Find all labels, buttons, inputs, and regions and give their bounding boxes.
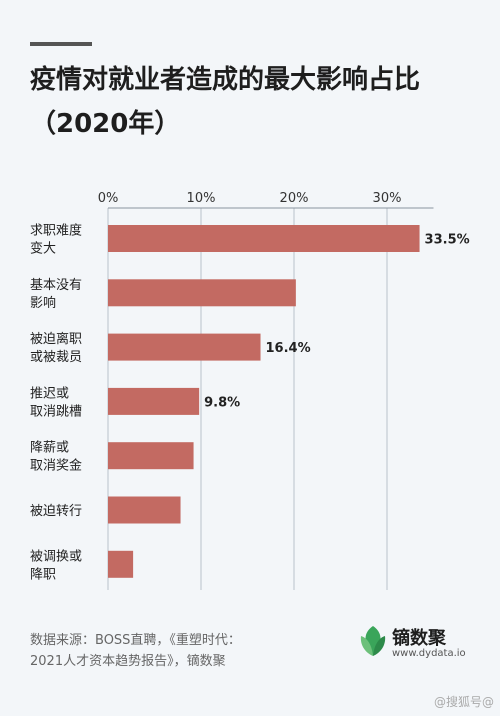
- bar: [108, 225, 420, 252]
- chart-category-labels: 求职难度变大基本没有影响被迫离职或被裁员推迟或取消跳槽降薪或取消奖金被迫转行被调…: [30, 223, 82, 583]
- bar: [108, 442, 194, 470]
- bar: [108, 550, 134, 578]
- category-label: 降薪或: [30, 441, 69, 456]
- category-label: 影响: [30, 295, 56, 311]
- tick-label: 10%: [187, 191, 216, 206]
- data-label: 9.8%: [204, 395, 240, 410]
- title-accent-bar: [30, 42, 92, 46]
- data-source: 数据来源：BOSS直聘，《重塑时代： 2021人才资本趋势报告》，镝数聚: [30, 630, 310, 672]
- chart-bars: [108, 225, 420, 578]
- bar: [108, 333, 261, 361]
- category-label: 推迟或: [30, 386, 69, 401]
- chart-ticks: 0% 10% 20% 30%: [98, 191, 402, 206]
- category-label: 降职: [30, 567, 56, 582]
- data-label: 16.4%: [266, 341, 311, 356]
- category-label: 基本没有: [30, 278, 82, 293]
- bar: [108, 279, 296, 307]
- bar: [108, 496, 181, 524]
- tick-label: 0%: [98, 191, 119, 206]
- category-label: 求职难度: [30, 223, 82, 239]
- category-label: 取消奖金: [30, 458, 82, 474]
- bar-chart: 0% 10% 20% 30% 求职难度变大基本没有影响被迫离职或被裁员推迟或取消跳槽降…: [30, 191, 470, 590]
- category-label: 取消跳槽: [30, 404, 82, 419]
- chart-grid: [107, 207, 434, 590]
- data-label: 33.5%: [425, 233, 470, 248]
- category-label: 被迫转行: [30, 504, 82, 519]
- category-label: 或被裁员: [30, 349, 82, 365]
- watermark: @搜狐号@: [433, 695, 494, 709]
- chart-value-labels: 33.5% 16.4% 9.8%: [204, 233, 470, 411]
- source-line-1: 数据来源：BOSS直聘，《重塑时代：: [30, 633, 241, 648]
- category-label: 被调换或: [30, 549, 82, 564]
- tick-label: 30%: [373, 191, 402, 206]
- page-title: 疫情对就业者造成的最大影响占比（2020年）: [30, 65, 421, 139]
- bar: [108, 387, 200, 415]
- brand-logo: 镝数聚 www.dydata.io: [358, 624, 478, 664]
- tick-label: 20%: [280, 191, 309, 206]
- source-line-2: 2021人才资本趋势报告》，镝数聚: [30, 654, 226, 669]
- brand-name: 镝数聚: [392, 628, 446, 649]
- category-label: 变大: [30, 241, 56, 257]
- brand-url: www.dydata.io: [392, 648, 466, 659]
- leaf-logo-icon: [360, 626, 386, 656]
- category-label: 被迫离职: [30, 331, 82, 347]
